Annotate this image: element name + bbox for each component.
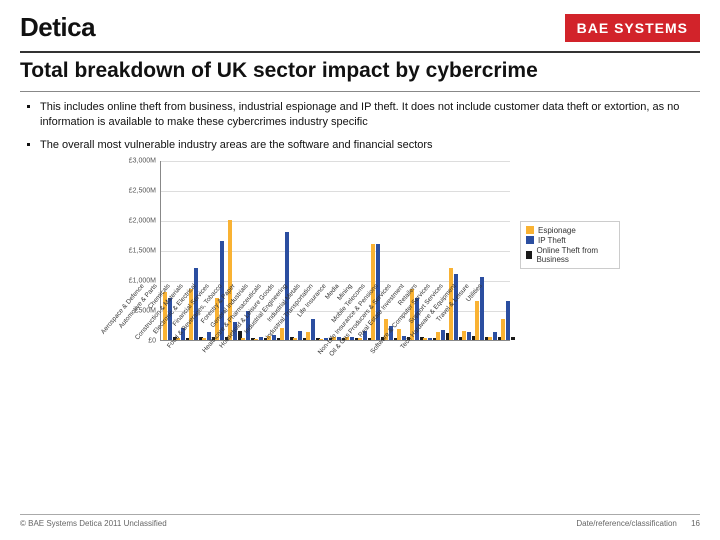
legend-item: IP Theft <box>526 236 614 245</box>
bar <box>501 319 505 340</box>
bar <box>493 332 497 339</box>
sector-impact-chart: £0£500M£1,000M£1,500M£2,000M£2,500M£3,00… <box>100 161 620 451</box>
y-axis-label: £1,500M <box>129 247 156 254</box>
legend-label: IP Theft <box>538 236 566 245</box>
legend-swatch <box>526 226 534 234</box>
legend-item: Espionage <box>526 226 614 235</box>
bar <box>506 301 510 340</box>
grid-line <box>161 161 510 162</box>
copyright-text: © BAE Systems Detica 2011 Unclassified <box>20 519 167 528</box>
y-axis-label: £2,500M <box>129 187 156 194</box>
title-rule-bottom <box>20 91 700 92</box>
grid-line <box>161 191 510 192</box>
chart-legend: EspionageIP TheftOnline Theft from Busin… <box>520 221 620 269</box>
legend-item: Online Theft from Business <box>526 246 614 264</box>
slide-header: Detica BAE SYSTEMS <box>0 0 720 51</box>
legend-swatch <box>526 236 534 244</box>
slide-title: Total breakdown of UK sector impact by c… <box>0 53 720 91</box>
footer-right: Date/reference/classification 16 <box>576 519 700 528</box>
bar-group <box>462 331 476 340</box>
grid-line <box>161 251 510 252</box>
legend-swatch <box>526 251 532 259</box>
detica-logo: Detica <box>20 12 95 43</box>
bar <box>511 337 515 339</box>
bullet-list: This includes online theft from business… <box>0 100 720 153</box>
legend-label: Espionage <box>538 226 576 235</box>
bullet-item: This includes online theft from business… <box>40 100 700 130</box>
bar-group <box>501 301 515 340</box>
bar <box>475 301 479 340</box>
bar <box>467 332 471 339</box>
grid-line <box>161 221 510 222</box>
bullet-item: The overall most vulnerable industry are… <box>40 138 700 153</box>
legend-label: Online Theft from Business <box>536 246 614 264</box>
bar <box>488 337 492 339</box>
y-axis-label: £3,000M <box>129 157 156 164</box>
y-axis-label: £2,000M <box>129 217 156 224</box>
chart-plot-area: £0£500M£1,000M£1,500M£2,000M£2,500M£3,00… <box>160 161 510 341</box>
page-number: 16 <box>691 519 700 528</box>
slide-footer: © BAE Systems Detica 2011 Unclassified D… <box>20 514 700 528</box>
footer-ref: Date/reference/classification <box>576 519 677 528</box>
bar <box>462 331 466 340</box>
bae-systems-logo: BAE SYSTEMS <box>565 14 700 42</box>
bar-group <box>488 332 502 339</box>
